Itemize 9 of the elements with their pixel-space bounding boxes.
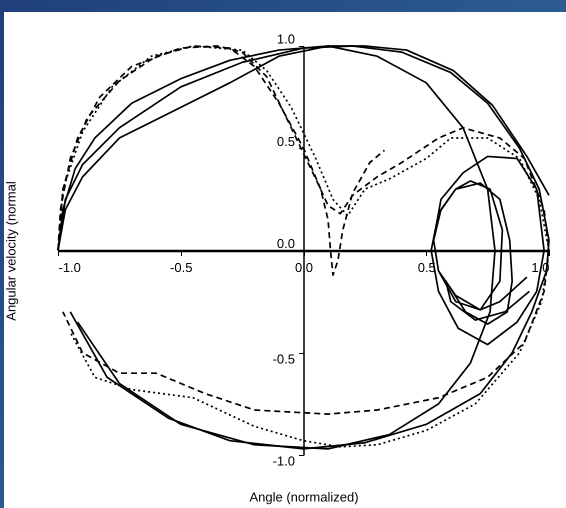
y-tick-label: 1.0 bbox=[276, 32, 295, 46]
x-axis-title: Angle (normalized) bbox=[249, 490, 359, 504]
y-tick-label: -1.0 bbox=[272, 454, 295, 468]
y-axis-title: Angular velocity (normal bbox=[4, 181, 18, 321]
y-tick-label: 0.0 bbox=[276, 236, 295, 251]
y-tick-label: 0.5 bbox=[276, 134, 295, 149]
x-tick-label: -0.5 bbox=[170, 260, 192, 275]
x-tick-label: -1.0 bbox=[58, 260, 81, 275]
y-tick-label: -0.5 bbox=[272, 351, 295, 366]
